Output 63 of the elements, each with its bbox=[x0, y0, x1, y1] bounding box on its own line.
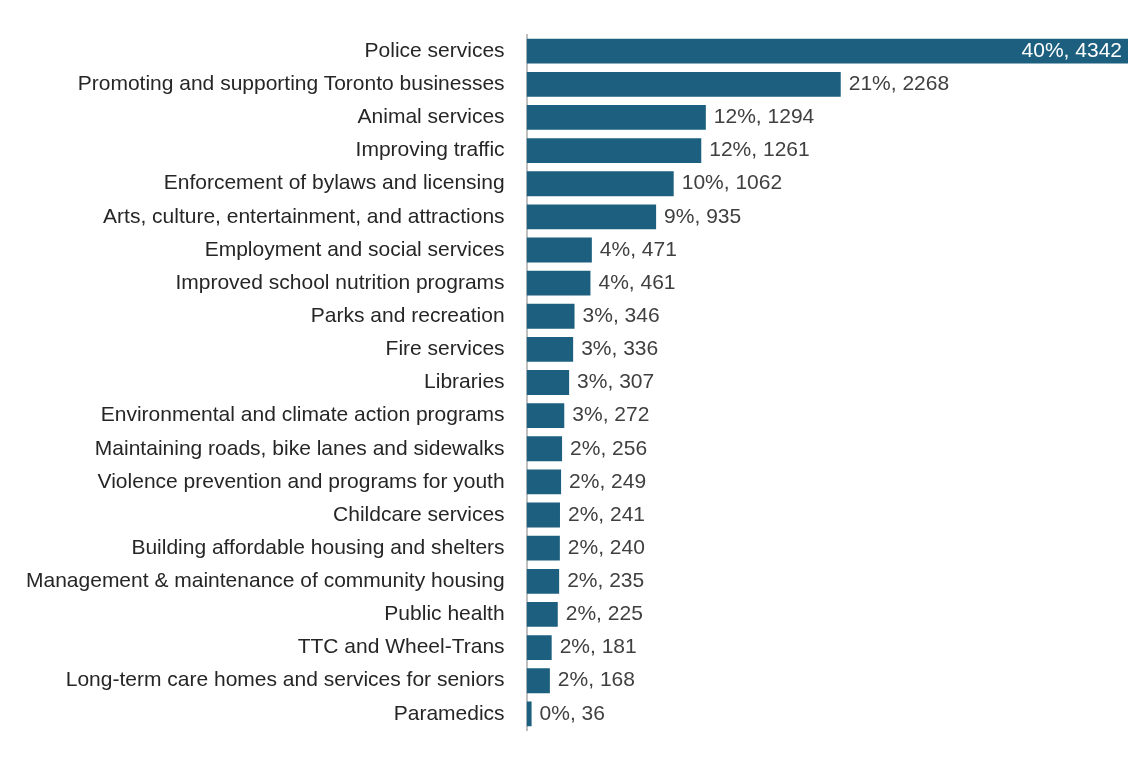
data-label: 4%, 471 bbox=[599, 236, 677, 260]
data-label: 2%, 181 bbox=[559, 634, 637, 658]
bar bbox=[526, 237, 592, 263]
y-tick-label: Arts, culture, entertainment, and attractions bbox=[103, 203, 505, 227]
data-label: 12%, 1261 bbox=[709, 137, 810, 161]
data-label: 12%, 1294 bbox=[713, 104, 815, 128]
bar bbox=[526, 602, 558, 627]
bar bbox=[526, 138, 702, 163]
data-label: 2%, 225 bbox=[565, 601, 643, 625]
bar bbox=[526, 701, 532, 727]
y-tick-label: Long-term care homes and services for seniors bbox=[65, 667, 505, 691]
y-tick-label: Violence prevention and programs for youth bbox=[97, 468, 505, 492]
data-label: 21%, 2268 bbox=[848, 71, 950, 95]
y-tick-label: Maintaining roads, bike lanes and sidewalks bbox=[94, 435, 505, 459]
data-label: 4%, 461 bbox=[598, 269, 676, 293]
y-tick-label: Promoting and supporting Toronto businesses bbox=[77, 71, 505, 95]
y-tick-label: Libraries bbox=[424, 369, 505, 393]
y-tick-label: Animal services bbox=[357, 104, 505, 128]
y-tick-label: Public health bbox=[384, 601, 505, 625]
bar bbox=[526, 502, 560, 528]
y-tick-label: Fire services bbox=[385, 336, 505, 360]
y-tick-label: Environmental and climate action programs bbox=[100, 402, 505, 426]
data-label: 40%, 4342 bbox=[1021, 37, 1122, 61]
y-tick-label: Police services bbox=[364, 37, 505, 61]
bar bbox=[526, 336, 574, 362]
bar bbox=[526, 204, 657, 230]
bar bbox=[526, 171, 674, 197]
data-label: 2%, 240 bbox=[567, 534, 645, 558]
y-tick-label: Management & maintenance of community housing bbox=[25, 568, 505, 592]
data-label: 3%, 336 bbox=[581, 336, 659, 360]
bar bbox=[526, 403, 565, 429]
data-label: 2%, 249 bbox=[569, 468, 647, 492]
bar bbox=[526, 105, 706, 130]
y-tick-label: Parks and recreation bbox=[310, 303, 505, 327]
y-tick-label: Employment and social services bbox=[204, 236, 505, 260]
data-label: 3%, 272 bbox=[572, 402, 650, 426]
y-tick-label: Improving traffic bbox=[355, 137, 505, 161]
data-label: 0%, 36 bbox=[539, 700, 605, 724]
bar bbox=[526, 370, 570, 395]
bar bbox=[526, 303, 575, 329]
bar bbox=[526, 535, 560, 561]
bar bbox=[526, 38, 1128, 64]
data-label: 9%, 935 bbox=[664, 203, 742, 227]
y-tick-label: Childcare services bbox=[333, 501, 505, 525]
y-tick-label: Paramedics bbox=[393, 700, 505, 724]
data-label: 10%, 1062 bbox=[681, 170, 783, 194]
bar bbox=[526, 568, 560, 594]
bar bbox=[526, 635, 552, 660]
data-label: 2%, 235 bbox=[567, 568, 645, 592]
data-label: 2%, 241 bbox=[567, 501, 646, 525]
bar bbox=[526, 71, 841, 97]
data-label: 2%, 168 bbox=[557, 667, 635, 691]
bar bbox=[526, 436, 563, 462]
bar bbox=[526, 270, 591, 296]
y-tick-label: TTC and Wheel-Trans bbox=[297, 634, 505, 658]
data-label: 3%, 346 bbox=[582, 303, 660, 327]
bar bbox=[526, 668, 550, 694]
y-tick-label: Building affordable housing and shelters bbox=[131, 534, 505, 558]
y-tick-label: Enforcement of bylaws and licensing bbox=[163, 170, 505, 194]
bar bbox=[526, 469, 562, 495]
y-tick-label: Improved school nutrition programs bbox=[175, 269, 505, 293]
data-label: 3%, 307 bbox=[577, 369, 655, 393]
data-label: 2%, 256 bbox=[570, 435, 648, 459]
